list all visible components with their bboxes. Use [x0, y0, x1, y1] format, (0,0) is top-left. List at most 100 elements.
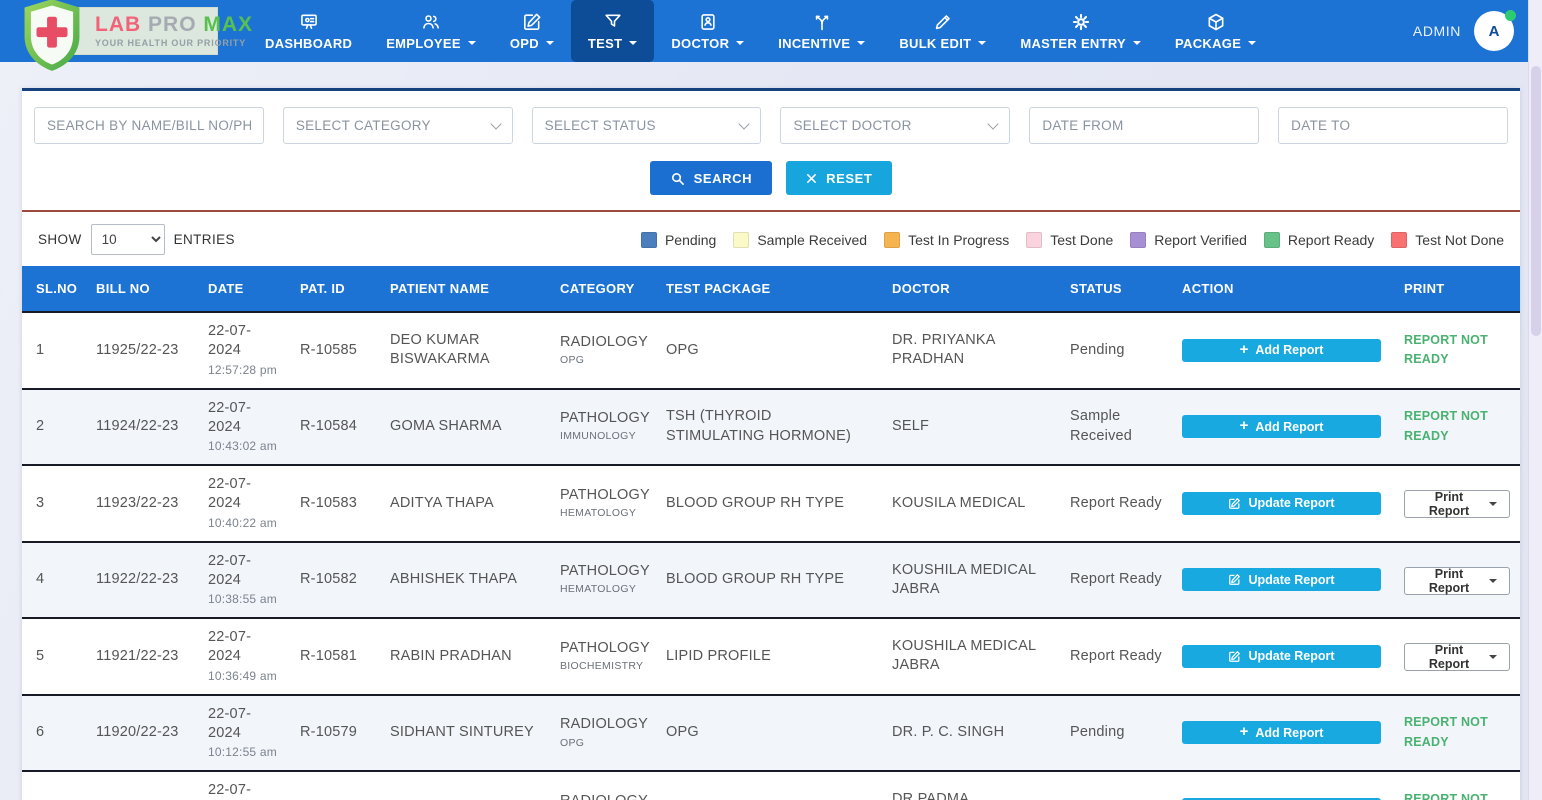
column-header: TEST PACKAGE	[656, 266, 882, 312]
cell-patient-name: GOMA SHARMA	[380, 387, 550, 466]
add-report-button[interactable]: +Add Report	[1182, 797, 1381, 800]
cell-billno: 11925/22-23	[86, 311, 198, 389]
cell-status: Report Ready	[1060, 540, 1172, 619]
cell-doctor: DR.PADMA PRASANNA KUMAR	[882, 770, 1060, 800]
reset-button[interactable]: RESET	[786, 161, 893, 195]
nav-item-employee[interactable]: EMPLOYEE	[369, 0, 493, 62]
nav-item-label: DASHBOARD	[265, 35, 353, 51]
cell-billno: 11923/22-23	[86, 464, 198, 542]
legend-swatch	[640, 231, 657, 248]
cell-test-package: LIPID PROFILE	[656, 617, 882, 695]
page-scrollbar[interactable]	[1528, 0, 1542, 800]
cell-test-package: BLOOD GROUP RH TYPE	[656, 464, 882, 542]
report-not-ready-label: REPORT NOT READY	[1404, 409, 1488, 443]
cell-patient-name: MANIMANJUSHADAS	[380, 770, 550, 800]
cell-action: +Add Report	[1172, 311, 1394, 389]
nav-item-dashboard[interactable]: DASHBOARD	[248, 0, 369, 62]
cell-doctor: KOUSILA MEDICAL	[882, 464, 1060, 542]
cell-patid: R-10585	[290, 311, 380, 389]
cell-print: Print Report	[1394, 464, 1520, 542]
cell-print: Print Report	[1394, 617, 1520, 695]
legend-item: Report Verified	[1130, 231, 1247, 248]
nav-item-master-entry[interactable]: MASTER ENTRY	[1003, 0, 1158, 62]
scrollbar-thumb[interactable]	[1531, 66, 1541, 336]
print-report-button[interactable]: Print Report	[1404, 490, 1510, 519]
table-row: 2 11924/22-23 22-07-2024 10:43:02 am R-10584…	[22, 387, 1520, 466]
update-report-button[interactable]: Update Report	[1182, 491, 1381, 515]
print-report-button[interactable]: Print Report	[1404, 566, 1510, 595]
cell-slno: 1	[22, 311, 86, 389]
print-report-button[interactable]: Print Report	[1404, 643, 1510, 672]
package-icon	[1206, 12, 1226, 32]
cell-test-package: OPG	[656, 311, 882, 389]
update-report-button[interactable]: Update Report	[1182, 644, 1381, 668]
category-select[interactable]: SELECT CATEGORY	[282, 107, 513, 144]
dashboard-icon	[299, 12, 319, 32]
cell-slno: 4	[22, 540, 86, 619]
nav-item-test[interactable]: TEST	[570, 0, 655, 62]
nav-item-label: EMPLOYEE	[386, 36, 476, 51]
cell-slno: 6	[22, 693, 86, 772]
cell-print: Print Report	[1394, 540, 1520, 619]
avatar[interactable]: A	[1474, 10, 1516, 51]
cell-date: 22-07-202409:26:10 am	[198, 770, 290, 800]
plus-icon: +	[1239, 417, 1249, 435]
date-to-input[interactable]	[1278, 107, 1508, 144]
nav-item-package[interactable]: PACKAGE	[1158, 0, 1273, 62]
plus-icon: +	[1239, 340, 1249, 358]
cell-patient-name: ADITYA THAPA	[380, 464, 550, 542]
legend-label: Sample Received	[757, 231, 868, 248]
chevron-down-icon	[545, 41, 554, 45]
add-report-button[interactable]: +Add Report	[1182, 415, 1381, 439]
legend-swatch	[1263, 231, 1280, 248]
table-row: 6 11920/22-23 22-07-2024 10:12:55 am R-10579…	[22, 693, 1520, 772]
cell-date: 22-07-2024 10:38:55 am	[198, 540, 290, 619]
column-header: BILL NO	[86, 266, 198, 312]
show-entries-control: SHOW 10 ENTRIES	[38, 224, 235, 255]
search-button[interactable]: SEARCH	[649, 161, 773, 195]
cell-patid: R-10579	[290, 693, 380, 772]
cell-doctor: KOUSHILA MEDICAL JABRA	[882, 540, 1060, 619]
nav-item-doctor[interactable]: DOCTOR	[654, 0, 761, 62]
chevron-down-icon	[1489, 578, 1497, 583]
entries-per-page-select[interactable]: 10	[90, 224, 165, 255]
nav-item-bulk-edit[interactable]: BULK EDIT	[882, 0, 1003, 62]
nav-item-label: MASTER ENTRY	[1020, 36, 1142, 51]
close-icon	[807, 173, 817, 183]
cell-action: Update Report	[1172, 617, 1394, 695]
cell-patient-name: ABHISHEK THAPA	[380, 540, 550, 619]
doctor-icon	[698, 12, 718, 32]
cell-category: PATHOLOGY HEMATOLOGY	[550, 540, 656, 619]
nav-item-incentive[interactable]: INCENTIVE	[761, 0, 882, 62]
add-report-button[interactable]: +Add Report	[1182, 338, 1381, 362]
cell-patid: R-10583	[290, 464, 380, 542]
legend-swatch	[1130, 231, 1147, 248]
cell-doctor: DR. PRIYANKA PRADHAN	[882, 311, 1060, 389]
chevron-down-icon	[467, 41, 476, 45]
nav-item-label: TEST	[588, 36, 638, 51]
nav-item-opd[interactable]: OPD	[493, 0, 571, 62]
cell-patid: R-10582	[290, 540, 380, 619]
cell-action: Update Report	[1172, 540, 1394, 619]
cell-test-package: BLOOD GROUP RH TYPE	[656, 540, 882, 619]
doctor-select[interactable]: SELECT DOCTOR	[780, 107, 1011, 144]
status-select[interactable]: SELECT STATUS	[531, 107, 762, 144]
cell-patid: R-10578	[290, 770, 380, 800]
cell-status: Report Ready	[1060, 464, 1172, 542]
date-from-input[interactable]	[1029, 107, 1260, 144]
report-not-ready-label: REPORT NOT READY	[1404, 332, 1488, 367]
search-input[interactable]	[34, 107, 264, 144]
cell-status: Sample Received	[1060, 387, 1172, 466]
nav-item-label: PACKAGE	[1175, 36, 1257, 51]
column-header: ACTION	[1172, 266, 1394, 312]
admin-label: ADMIN	[1412, 23, 1461, 39]
column-header: PATIENT NAME	[380, 266, 550, 312]
opd-icon	[522, 12, 542, 32]
chevron-down-icon	[629, 41, 638, 45]
filter-bar: SELECT CATEGORY SELECT STATUS SELECT DOC…	[22, 91, 1520, 144]
add-report-button[interactable]: +Add Report	[1182, 721, 1381, 745]
cell-date: 22-07-2024 10:43:02 am	[198, 387, 290, 466]
update-report-button[interactable]: Update Report	[1182, 568, 1381, 592]
column-header: PAT. ID	[290, 266, 380, 312]
